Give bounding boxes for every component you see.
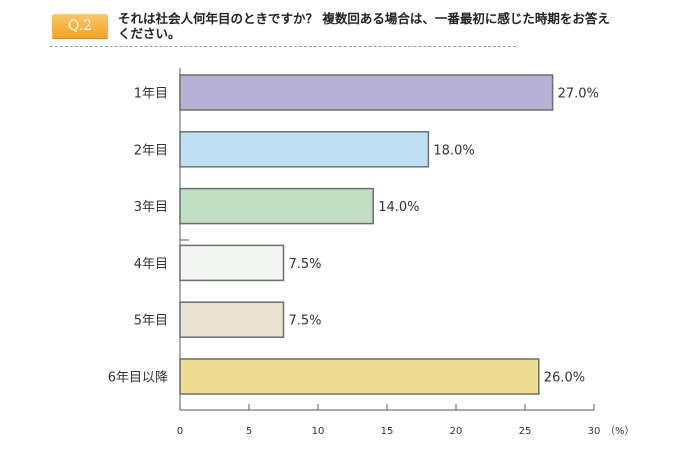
category-label: 4年目 <box>134 257 168 272</box>
category-label: 3年目 <box>134 200 168 215</box>
x-tick-label: 15 <box>381 426 394 437</box>
bar <box>179 187 374 225</box>
category-label: 1年目 <box>134 87 168 102</box>
question-divider <box>50 46 516 47</box>
category-label: 5年目 <box>134 314 168 329</box>
x-tick-label: 20 <box>450 426 463 437</box>
x-tick-label: 0 <box>177 426 183 437</box>
value-label: 7.5% <box>289 257 322 272</box>
bar <box>179 74 554 111</box>
x-tick-label: 10 <box>312 426 325 437</box>
question-text: それは社会人何年目のときですか？ 複数回ある場合は、一番最初に感じた時期をお答え… <box>118 11 610 41</box>
x-axis-unit: （%） <box>605 425 635 437</box>
value-label: 27.0% <box>558 87 599 102</box>
category-label: 6年目以降 <box>108 371 168 386</box>
x-tick-label: 5 <box>246 426 252 437</box>
bar <box>179 301 285 338</box>
value-label: 14.0% <box>378 200 419 215</box>
bar <box>179 131 430 168</box>
bar <box>179 244 285 282</box>
question-number-badge: Q.2 <box>52 14 108 38</box>
x-tick-label: 30 <box>588 426 601 437</box>
value-label: 26.0% <box>544 371 585 386</box>
category-label: 2年目 <box>134 143 168 158</box>
x-tick-label: 25 <box>519 426 532 437</box>
value-label: 18.0% <box>433 143 474 158</box>
bar <box>179 358 540 395</box>
value-label: 7.5% <box>289 314 322 329</box>
